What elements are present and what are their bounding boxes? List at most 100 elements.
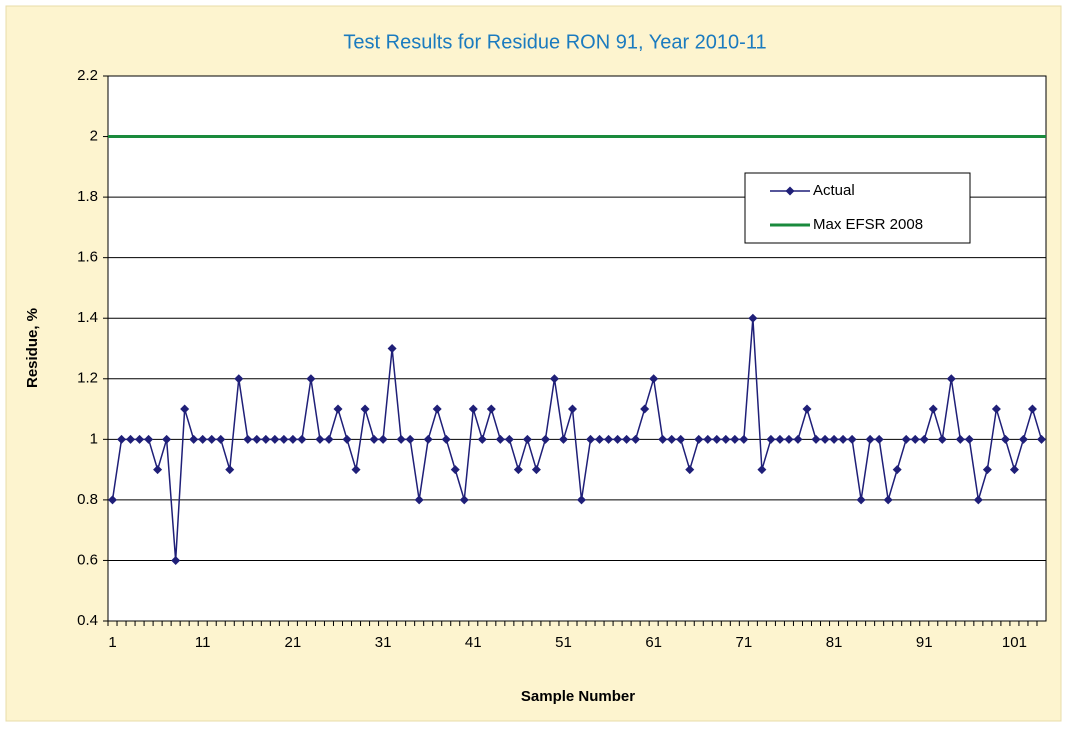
- data-point: [811, 434, 821, 444]
- data-point: [189, 434, 199, 444]
- data-point: [486, 404, 496, 414]
- data-point: [450, 465, 460, 475]
- data-point: [955, 434, 965, 444]
- y-tick-label: 2.2: [77, 67, 98, 84]
- data-point: [198, 434, 208, 444]
- data-point: [333, 404, 343, 414]
- data-point: [441, 434, 451, 444]
- data-point: [883, 495, 893, 505]
- data-point: [622, 434, 632, 444]
- y-tick-label: 1.4: [77, 309, 98, 326]
- data-point: [558, 434, 568, 444]
- data-point: [793, 434, 803, 444]
- data-point: [1036, 434, 1046, 444]
- data-point: [577, 495, 587, 505]
- data-point: [604, 434, 614, 444]
- data-point: [1009, 465, 1019, 475]
- y-axis-label: Residue, %: [24, 308, 41, 388]
- data-point: [324, 434, 334, 444]
- x-tick-label: 11: [195, 634, 211, 651]
- data-point: [144, 434, 154, 444]
- data-point: [946, 374, 956, 384]
- data-point: [613, 434, 623, 444]
- data-point: [586, 434, 596, 444]
- y-tick-label: 1: [90, 430, 98, 447]
- data-point: [261, 434, 271, 444]
- data-point: [171, 555, 181, 565]
- data-point: [928, 404, 938, 414]
- data-point: [378, 434, 388, 444]
- data-point: [225, 465, 235, 475]
- data-point: [901, 434, 911, 444]
- data-point: [766, 434, 776, 444]
- data-point: [135, 434, 145, 444]
- data-point: [108, 495, 118, 505]
- data-point: [504, 434, 514, 444]
- data-point: [117, 434, 127, 444]
- data-point: [892, 465, 902, 475]
- data-point: [567, 404, 577, 414]
- x-axis-label: Sample Number: [521, 688, 635, 705]
- legend-box: [744, 172, 971, 244]
- data-point: [279, 434, 289, 444]
- data-point: [216, 434, 226, 444]
- data-point: [288, 434, 298, 444]
- data-point: [982, 465, 992, 475]
- data-point: [315, 434, 325, 444]
- data-point: [1018, 434, 1028, 444]
- data-point: [360, 404, 370, 414]
- y-tick-label: 0.4: [77, 612, 98, 629]
- data-point: [910, 434, 920, 444]
- x-tick-label: 81: [826, 634, 843, 651]
- data-point: [396, 434, 406, 444]
- data-point: [847, 434, 857, 444]
- data-point: [180, 404, 190, 414]
- x-tick-label: 51: [555, 634, 572, 651]
- data-point: [234, 374, 244, 384]
- data-point: [306, 374, 316, 384]
- data-point: [649, 374, 659, 384]
- data-point: [595, 434, 605, 444]
- data-point: [694, 434, 704, 444]
- data-point: [207, 434, 217, 444]
- x-tick-label: 101: [1002, 634, 1027, 651]
- data-point: [387, 344, 397, 353]
- data-point: [820, 434, 830, 444]
- data-point: [540, 434, 550, 444]
- y-tick-label: 1.8: [77, 188, 98, 205]
- data-point: [252, 434, 262, 444]
- x-tick-label: 41: [465, 634, 482, 651]
- x-tick-label: 31: [375, 634, 392, 651]
- data-point: [243, 434, 253, 444]
- data-point: [342, 434, 352, 444]
- data-point: [270, 434, 280, 444]
- data-point: [126, 434, 136, 444]
- data-point: [423, 434, 433, 444]
- data-point: [874, 434, 884, 444]
- chart-title: Test Results for Residue RON 91, Year 20…: [343, 31, 766, 53]
- data-point: [730, 434, 740, 444]
- y-tick-label: 2: [90, 128, 98, 145]
- data-point: [658, 434, 668, 444]
- data-point: [865, 434, 875, 444]
- data-point: [919, 434, 929, 444]
- data-point: [369, 434, 379, 444]
- data-point: [468, 404, 478, 414]
- data-point: [685, 465, 695, 475]
- data-point: [549, 374, 559, 384]
- data-point: [153, 465, 163, 475]
- data-point: [162, 434, 172, 444]
- data-point: [838, 434, 848, 444]
- y-tick-label: 1.6: [77, 249, 98, 266]
- data-point: [522, 434, 532, 444]
- data-point: [973, 495, 983, 505]
- y-tick-label: 0.6: [77, 551, 98, 568]
- x-tick-label: 21: [285, 634, 302, 651]
- data-point: [757, 465, 767, 475]
- data-point: [712, 434, 722, 444]
- data-point: [432, 404, 442, 414]
- data-point: [991, 404, 1001, 414]
- data-point: [1027, 404, 1037, 414]
- data-point: [513, 465, 523, 475]
